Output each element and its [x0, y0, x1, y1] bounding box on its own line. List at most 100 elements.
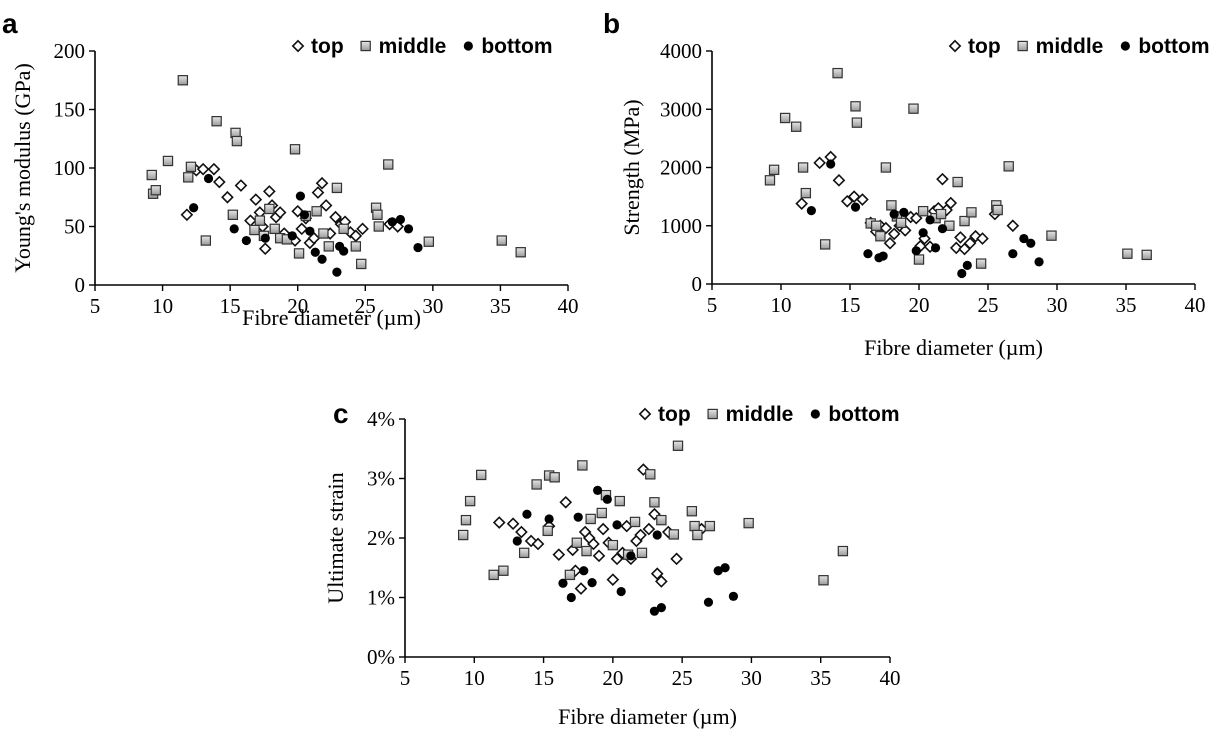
x-axis-title: Fibre diameter (µm)	[864, 335, 1043, 360]
y-tick-label: 0	[75, 273, 86, 297]
data-point-middle	[686, 506, 698, 517]
data-point-top	[492, 516, 506, 529]
data-point-bottom	[305, 226, 315, 236]
y-tick-label: 4000	[660, 39, 702, 63]
data-point-bottom	[918, 228, 928, 238]
data-point-middle	[689, 520, 700, 532]
data-point-middle	[460, 514, 472, 526]
data-point-middle	[895, 217, 907, 229]
data-point-top	[840, 194, 854, 208]
data-point-top	[795, 197, 809, 210]
data-point-middle	[146, 169, 157, 181]
legend-label-bottom: bottom	[828, 403, 899, 426]
chart-panel-c: c 0% 1% 2% 3% 4% 5 10 15 20 25 30 35 40 Fibre diameter…	[323, 398, 901, 729]
data-point-bottom	[295, 191, 306, 201]
data-point-bottom	[1026, 238, 1036, 248]
x-tick-label: 25	[672, 666, 693, 690]
data-point-middle	[880, 162, 892, 173]
data-point-middle	[692, 529, 703, 541]
legend-marker-bottom	[810, 409, 820, 419]
x-tick-label: 25	[355, 294, 376, 318]
data-point-middle	[200, 235, 212, 246]
data-point-bottom	[317, 254, 327, 264]
data-point-bottom	[413, 242, 423, 253]
data-point-top	[295, 222, 309, 236]
data-point-middle	[372, 209, 383, 220]
x-tick-label: 35	[1116, 293, 1137, 317]
data-point-middle	[607, 539, 619, 551]
data-point-middle	[531, 479, 542, 490]
y-tick-label: 4%	[367, 407, 395, 431]
data-point-top	[221, 190, 234, 204]
legend: top middle bottom	[638, 403, 900, 426]
x-tick-label: 20	[909, 293, 930, 317]
panel-letter: b	[603, 8, 620, 39]
legend: top middle bottom	[291, 35, 553, 58]
series-middle	[146, 75, 526, 270]
data-point-middle	[515, 247, 526, 258]
data-point-bottom	[189, 203, 199, 213]
data-point-bottom	[387, 217, 397, 227]
data-point-top	[856, 193, 869, 206]
legend-label-top: top	[311, 35, 344, 58]
x-tick-label: 10	[152, 294, 173, 318]
data-point-middle	[269, 223, 280, 235]
data-point-middle	[150, 185, 162, 196]
data-point-middle	[636, 547, 648, 559]
data-point-middle	[1141, 249, 1152, 261]
x-tick-label: 40	[558, 294, 579, 318]
x-axis-title: Fibre diameter (µm)	[242, 305, 421, 330]
data-point-bottom	[573, 512, 583, 522]
data-point-middle	[249, 224, 260, 236]
series-middle	[764, 67, 1152, 269]
x-tick-label: 15	[840, 293, 861, 317]
legend-label-middle: middle	[1036, 35, 1104, 58]
data-point-top	[963, 236, 977, 250]
chart-panel-a: a 0 50 100 150 200 5 10 15 20 25 30 35 40 Fibre diamet…	[2, 8, 579, 330]
data-point-top	[944, 196, 958, 210]
data-point-middle	[1122, 248, 1133, 259]
data-point-middle	[311, 206, 322, 217]
data-point-middle	[935, 208, 947, 220]
data-point-middle	[764, 175, 776, 186]
data-point-bottom	[911, 246, 921, 256]
x-axis-title: Fibre diameter (µm)	[558, 704, 737, 729]
data-point-top	[637, 463, 650, 476]
data-point-middle	[614, 495, 625, 507]
x-tick-label: 35	[810, 666, 831, 690]
x-tick-label: 30	[1047, 293, 1068, 317]
data-point-top	[879, 221, 893, 235]
data-point-top	[515, 525, 528, 539]
data-point-middle	[293, 248, 305, 259]
data-point-middle	[668, 529, 680, 540]
data-point-top	[574, 582, 588, 595]
data-point-middle	[952, 176, 963, 188]
y-tick-label: 3000	[660, 97, 702, 121]
data-point-top	[642, 522, 656, 536]
series-bottom	[806, 159, 1044, 279]
data-point-bottom	[1034, 257, 1044, 267]
data-point-middle	[318, 228, 329, 239]
data-point-middle	[549, 472, 560, 483]
data-point-bottom	[649, 606, 660, 616]
data-point-middle	[423, 236, 435, 247]
data-point-middle	[975, 258, 987, 269]
data-point-top	[315, 176, 329, 190]
data-point-middle	[800, 187, 812, 199]
data-point-top	[249, 193, 263, 206]
legend-marker-top	[948, 39, 962, 53]
data-point-top	[898, 224, 912, 237]
data-point-bottom	[1008, 249, 1018, 259]
y-tick-label: 50	[64, 215, 85, 239]
data-point-middle	[818, 575, 829, 586]
data-point-middle	[819, 239, 831, 250]
y-axis-title: Young's modulus (GPa)	[10, 63, 35, 273]
data-point-middle	[672, 440, 684, 451]
data-point-bottom	[566, 592, 576, 603]
data-point-bottom	[579, 566, 589, 576]
x-tick-label: 15	[220, 294, 241, 318]
data-point-bottom	[962, 260, 972, 270]
data-point-top	[969, 229, 982, 243]
data-point-middle	[629, 516, 641, 528]
